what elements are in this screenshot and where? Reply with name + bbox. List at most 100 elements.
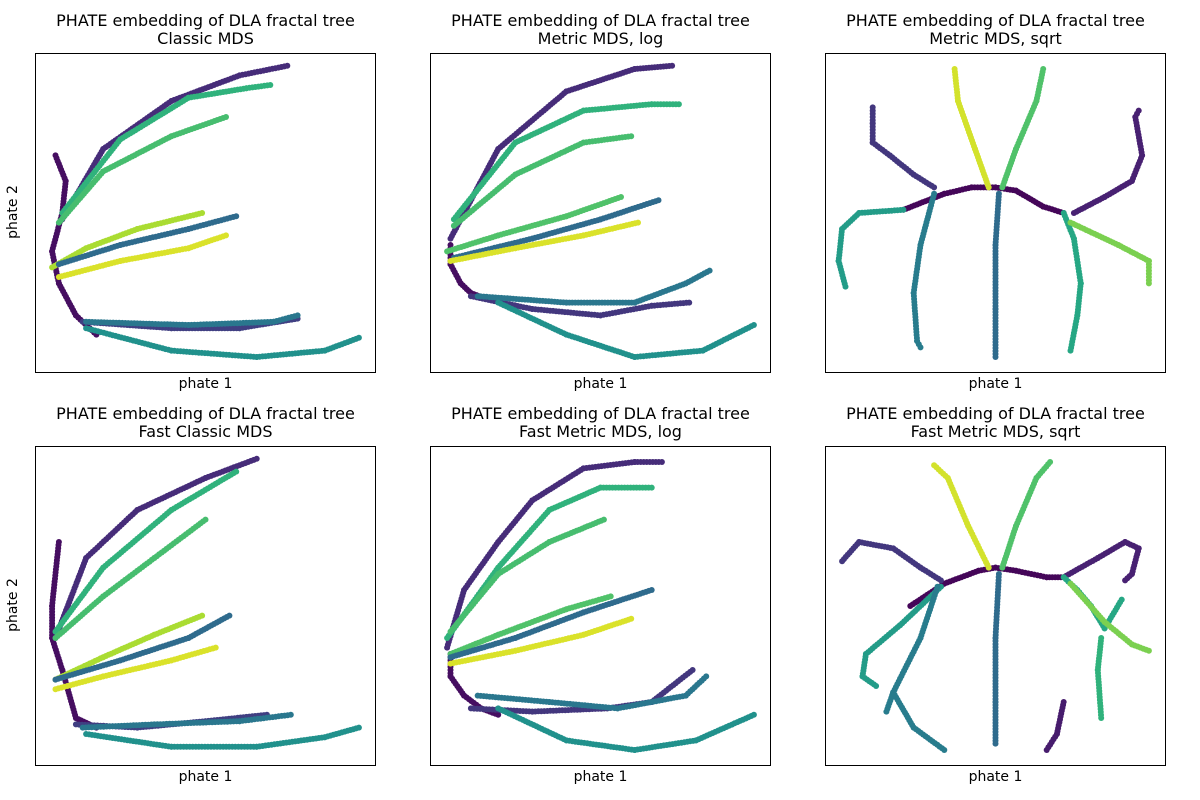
chart-subtitle: Fast Metric MDS, log xyxy=(519,422,682,441)
chart-subtitle: Classic MDS xyxy=(157,29,254,48)
data-point xyxy=(233,468,240,475)
branch-series xyxy=(52,516,209,641)
branch-series xyxy=(447,587,655,661)
chart-title: PHATE embedding of DLA fractal tree xyxy=(846,404,1145,423)
x-axis-label: phate 1 xyxy=(178,769,233,785)
data-point xyxy=(648,484,655,491)
chart-title: PHATE embedding of DLA fractal tree xyxy=(56,404,355,423)
data-point xyxy=(1040,66,1047,72)
data-point xyxy=(199,210,206,216)
branch-series xyxy=(447,219,641,264)
data-point xyxy=(1145,647,1152,654)
data-point xyxy=(655,197,662,204)
plot-area xyxy=(35,446,376,766)
branch-series xyxy=(999,459,1054,571)
data-point xyxy=(951,66,958,72)
data-point xyxy=(931,462,938,469)
branch-series xyxy=(467,293,693,319)
plot-frame xyxy=(35,446,376,766)
data-point xyxy=(703,673,710,680)
data-point xyxy=(648,587,655,593)
branch-series xyxy=(931,462,992,571)
chart-title: PHATE embedding of DLA fractal tree xyxy=(846,11,1145,30)
branch-series xyxy=(52,612,233,683)
x-axis-label: phate 1 xyxy=(968,376,1023,392)
data-point xyxy=(284,62,291,69)
data-point xyxy=(750,711,757,718)
data-point xyxy=(842,283,849,290)
data-point xyxy=(202,516,209,523)
data-point xyxy=(253,455,260,462)
branch-series xyxy=(52,644,219,693)
data-point xyxy=(600,516,607,523)
branch-series xyxy=(495,299,757,360)
branch-series xyxy=(869,104,938,191)
data-point xyxy=(883,708,890,715)
chart-subtitle: Metric MDS, sqrt xyxy=(929,29,1062,48)
x-axis-label: phate 1 xyxy=(573,376,628,392)
branch-series xyxy=(444,194,624,255)
data-point xyxy=(750,322,757,328)
branch-series xyxy=(52,468,240,635)
data-point xyxy=(628,615,635,622)
data-point xyxy=(873,683,880,689)
data-point xyxy=(635,219,641,226)
chart-subtitle: Metric MDS, log xyxy=(537,29,664,48)
branch-series xyxy=(1067,219,1152,287)
branch-series xyxy=(951,66,992,191)
plot-area xyxy=(430,53,771,373)
plot-area xyxy=(825,446,1166,766)
branch-series xyxy=(52,455,260,641)
data-point xyxy=(675,101,682,108)
branch-series xyxy=(1070,107,1146,216)
data-point xyxy=(686,299,693,306)
branch-series xyxy=(890,689,948,753)
data-point xyxy=(689,667,696,673)
data-point xyxy=(992,354,999,360)
plot-area xyxy=(825,53,1166,373)
branch-series xyxy=(474,267,713,306)
data-point xyxy=(267,82,274,88)
branch-series xyxy=(1094,635,1105,721)
data-point xyxy=(1135,107,1142,114)
branch-series xyxy=(883,583,941,715)
x-axis-label: phate 1 xyxy=(968,769,1023,785)
data-point xyxy=(212,644,219,651)
branch-series xyxy=(55,213,240,268)
x-axis-label: phate 1 xyxy=(178,376,233,392)
branch-series xyxy=(910,190,938,351)
chart-subtitle: Fast Metric MDS, sqrt xyxy=(910,422,1081,441)
y-axis-label: phate 2 xyxy=(5,578,21,632)
branch-series xyxy=(992,571,1002,747)
data-point xyxy=(941,747,948,753)
data-point xyxy=(669,62,676,69)
chart-title: PHATE embedding of DLA fractal tree xyxy=(56,11,355,30)
data-point xyxy=(1043,747,1050,753)
branch-series xyxy=(835,206,907,290)
data-point xyxy=(706,267,713,274)
y-axis-label: phate 2 xyxy=(5,185,21,239)
data-point xyxy=(1122,577,1129,584)
branch-series xyxy=(1043,699,1067,753)
branch-series xyxy=(83,312,301,328)
data-point xyxy=(226,612,233,619)
branch-series xyxy=(83,724,362,750)
branch-series xyxy=(450,133,635,229)
data-point xyxy=(355,724,362,731)
data-point xyxy=(199,612,206,619)
data-point xyxy=(1067,347,1074,354)
data-point xyxy=(1118,596,1125,603)
branch-series xyxy=(1067,580,1152,654)
data-point xyxy=(1047,459,1054,465)
data-point xyxy=(618,194,624,200)
data-point xyxy=(355,334,362,341)
data-point xyxy=(992,740,999,747)
branch-series xyxy=(447,615,635,667)
data-point xyxy=(917,344,924,351)
branch-series xyxy=(839,539,944,584)
branch-series xyxy=(1060,539,1142,584)
branch-series xyxy=(49,210,206,271)
branch-series xyxy=(55,114,229,226)
data-point xyxy=(287,711,294,718)
